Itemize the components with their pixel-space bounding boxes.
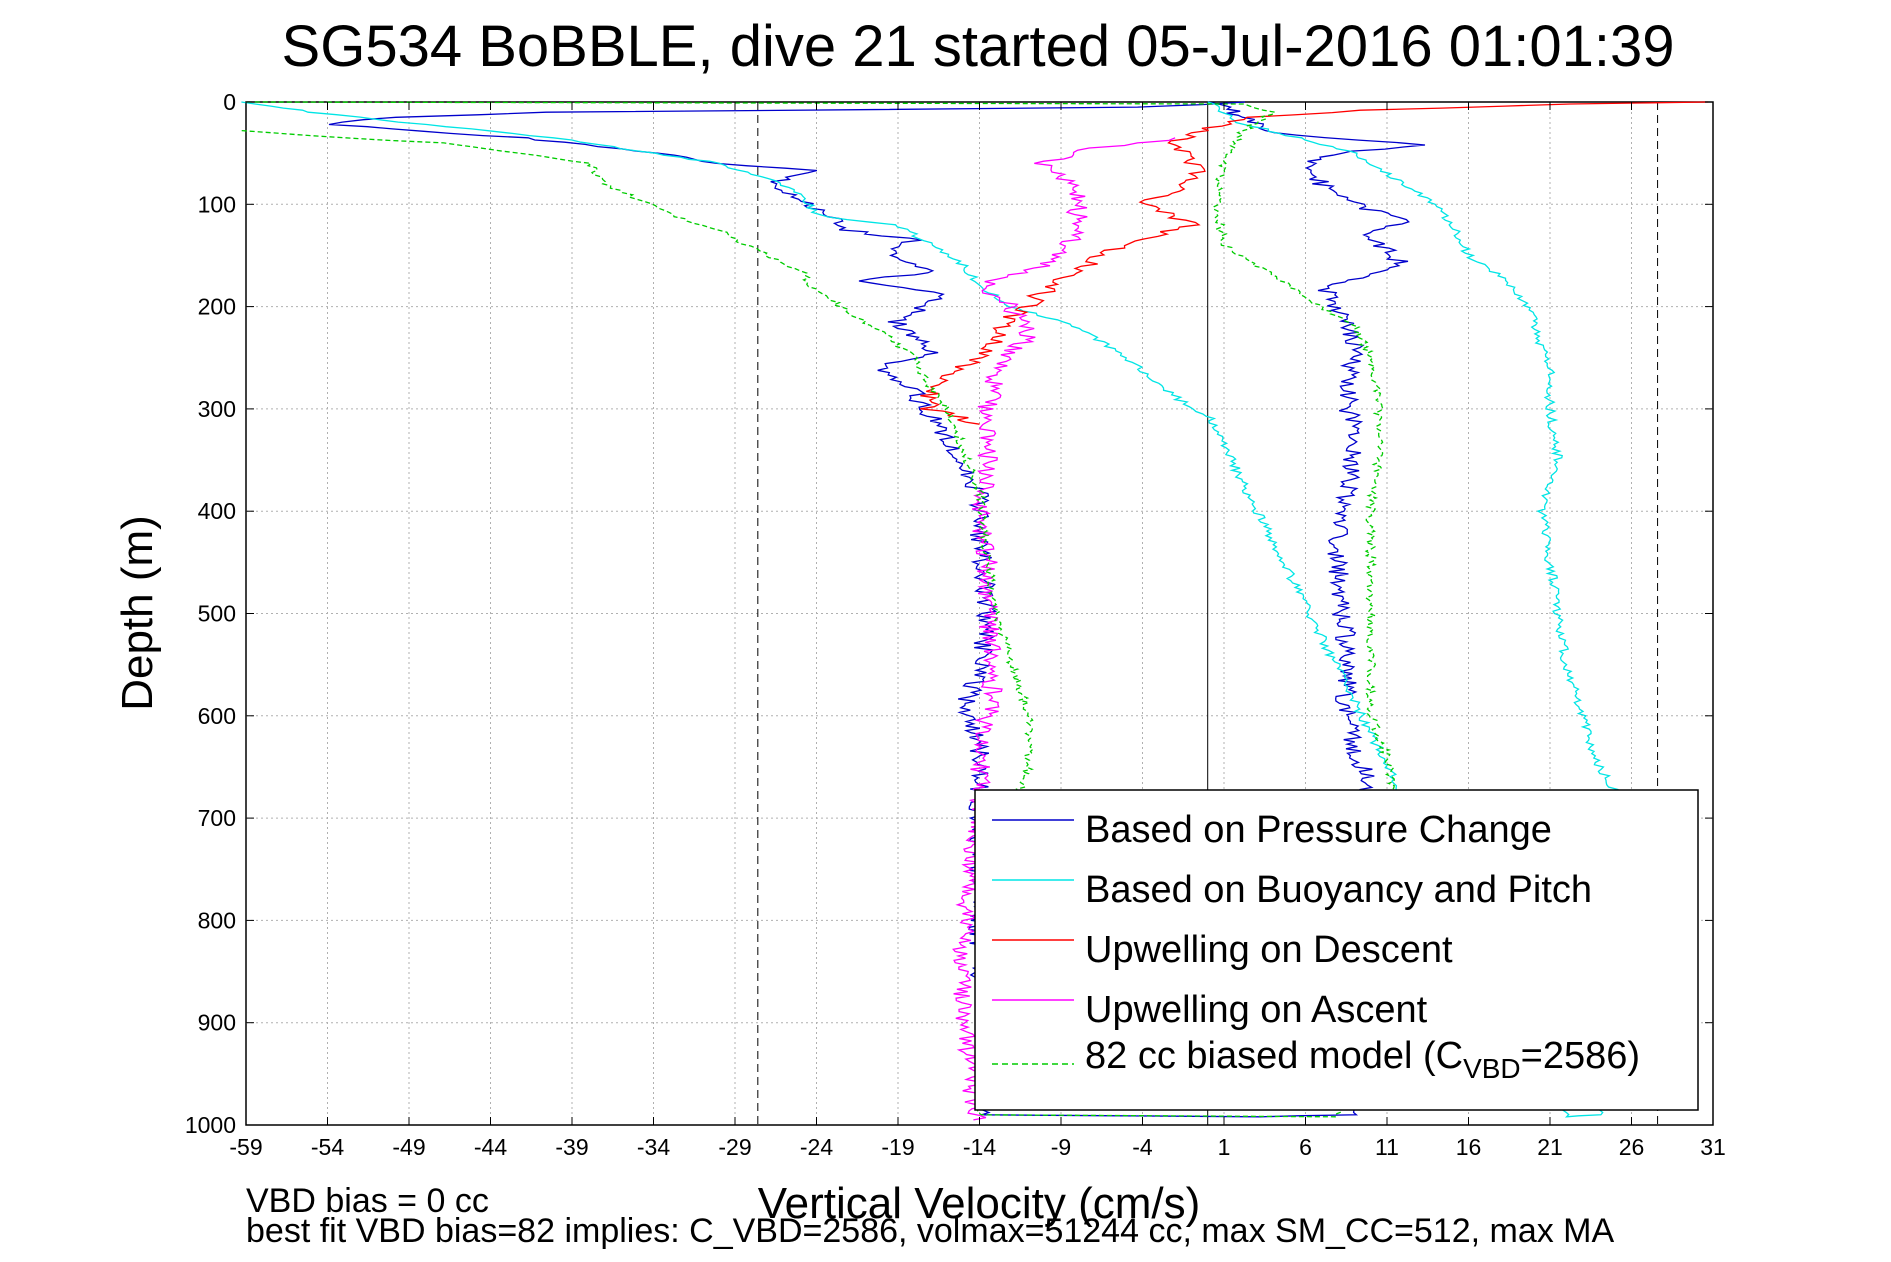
y-tick-label: 700 <box>198 805 236 831</box>
x-tick-label: -39 <box>555 1134 588 1160</box>
x-tick-label: 26 <box>1619 1134 1645 1160</box>
legend-label-buoyancy-pitch: Based on Buoyancy and Pitch <box>1085 869 1592 911</box>
legend-label-biased-model-prefix: 82 cc biased model (C <box>1085 1035 1463 1077</box>
legend-label-upwelling-descent: Upwelling on Descent <box>1085 929 1453 971</box>
legend-box <box>974 789 1699 1111</box>
x-tick-label: -29 <box>718 1134 751 1160</box>
y-tick-label: 1000 <box>185 1112 236 1138</box>
x-tick-label: -59 <box>229 1134 262 1160</box>
legend-label-biased-model-subscript: VBD <box>1463 1053 1521 1084</box>
y-tick-label: 400 <box>198 498 236 524</box>
legend-label-pressure-change: Based on Pressure Change <box>1085 809 1552 851</box>
series-line <box>920 101 1709 425</box>
y-tick-label: 100 <box>198 191 236 217</box>
y-tick-label: 500 <box>198 601 236 627</box>
x-axis-label: Vertical Velocity (cm/s) <box>758 1179 1201 1228</box>
y-tick-label: 800 <box>198 907 236 933</box>
x-tick-label: -24 <box>800 1134 833 1160</box>
x-tick-label: 31 <box>1700 1134 1726 1160</box>
series-line <box>241 101 1638 1118</box>
x-tick-label: -44 <box>474 1134 507 1160</box>
axis-ticks: -59 -54 -49 -44 -39 -34 -29 -24 -19 -14 -9 -4 1 6 11 16… <box>185 89 1726 1160</box>
chart-title: SG534 BoBBLE, dive 21 started 05-Jul-201… <box>282 14 1675 79</box>
x-tick-label: -19 <box>881 1134 914 1160</box>
y-tick-label: 600 <box>198 703 236 729</box>
x-tick-label: -4 <box>1132 1134 1153 1160</box>
x-tick-label: 1 <box>1218 1134 1231 1160</box>
y-tick-label: 0 <box>223 89 236 115</box>
footer-best-fit: best fit VBD bias=82 implies: C_VBD=2586… <box>246 1212 1615 1250</box>
x-tick-label: -49 <box>392 1134 425 1160</box>
series-line <box>952 137 1176 1121</box>
series-line <box>328 101 1426 1118</box>
y-tick-label: 900 <box>198 1010 236 1036</box>
legend: Based on Pressure Change Based on Buoyan… <box>974 789 1699 1111</box>
legend-label-upwelling-ascent: Upwelling on Ascent <box>1085 989 1428 1031</box>
x-tick-label: -9 <box>1051 1134 1071 1160</box>
x-tick-label: -34 <box>637 1134 670 1160</box>
x-tick-label: 6 <box>1299 1134 1312 1160</box>
x-tick-label: -14 <box>963 1134 996 1160</box>
legend-label-biased-model: 82 cc biased model (CVBD=2586) <box>1085 1035 1640 1084</box>
y-tick-label: 200 <box>198 294 236 320</box>
grid <box>246 102 1713 1125</box>
x-tick-label: -54 <box>311 1134 344 1160</box>
footer-vbd-bias: VBD bias = 0 cc <box>246 1182 489 1220</box>
y-axis-label: Depth (m) <box>113 515 162 711</box>
legend-label-biased-model-suffix: =2586) <box>1521 1035 1640 1077</box>
y-tick-label: 300 <box>198 396 236 422</box>
x-tick-label: 16 <box>1456 1134 1482 1160</box>
x-tick-label: 11 <box>1375 1134 1399 1160</box>
x-tick-label: 21 <box>1537 1134 1563 1160</box>
